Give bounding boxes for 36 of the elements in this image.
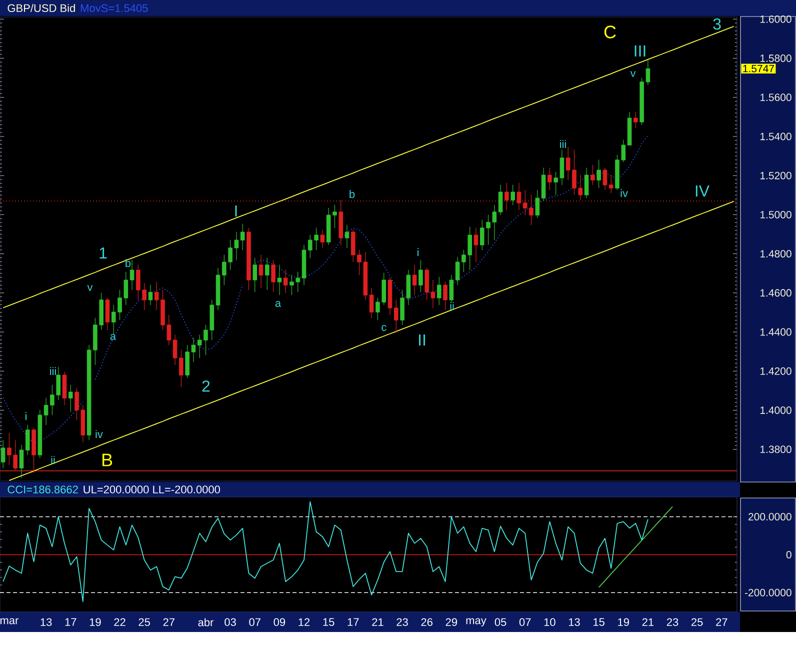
x-tick-label: 17 xyxy=(65,618,76,626)
x-tick-label: 25 xyxy=(138,618,150,626)
x-tick-label: 07 xyxy=(249,618,260,626)
x-tick-label: abr xyxy=(198,618,214,626)
chart-title: CCI=186.8662 xyxy=(8,486,78,494)
candlestick xyxy=(0,440,6,468)
x-tick-label: 27 xyxy=(716,618,728,626)
x-tick-label: 19 xyxy=(90,618,101,626)
x-tick-label: 07 xyxy=(519,618,531,626)
x-tick-label: 17 xyxy=(348,618,359,626)
x-tick-label: 10 xyxy=(544,618,556,626)
x-tick-label: 15 xyxy=(594,618,604,626)
y-tick-label: 0 xyxy=(786,550,792,558)
line-series xyxy=(2,501,648,602)
x-tick-label: 21 xyxy=(642,618,654,626)
x-tick-label: 25 xyxy=(692,618,703,626)
x-tick-label: 13 xyxy=(568,618,580,626)
x-tick-label: 12 xyxy=(298,618,310,626)
x-tick-label: 19 xyxy=(618,618,629,626)
x-tick-label: 29 xyxy=(446,618,458,626)
x-tick-label: 23 xyxy=(396,618,408,626)
x-tick-label: may xyxy=(466,618,486,626)
x-tick-label: 27 xyxy=(163,618,174,626)
x-tick-label: mar xyxy=(0,618,18,624)
x-tick-label: 15 xyxy=(323,618,334,626)
y-tick-label: -200.0000 xyxy=(744,588,792,596)
x-tick-label: 13 xyxy=(40,618,52,626)
y-tick-label: 200.0000 xyxy=(748,513,792,520)
x-tick-label: 23 xyxy=(666,618,678,626)
x-tick-label: 09 xyxy=(274,618,286,626)
x-tick-label: 26 xyxy=(421,618,432,626)
x-tick-label: 22 xyxy=(114,618,126,626)
x-tick-label: 03 xyxy=(224,618,236,626)
x-tick-label: 21 xyxy=(372,618,384,626)
chart-subtitle: UL=200.0000 LL=-200.0000 xyxy=(84,486,220,494)
x-tick-label: 05 xyxy=(494,618,506,626)
